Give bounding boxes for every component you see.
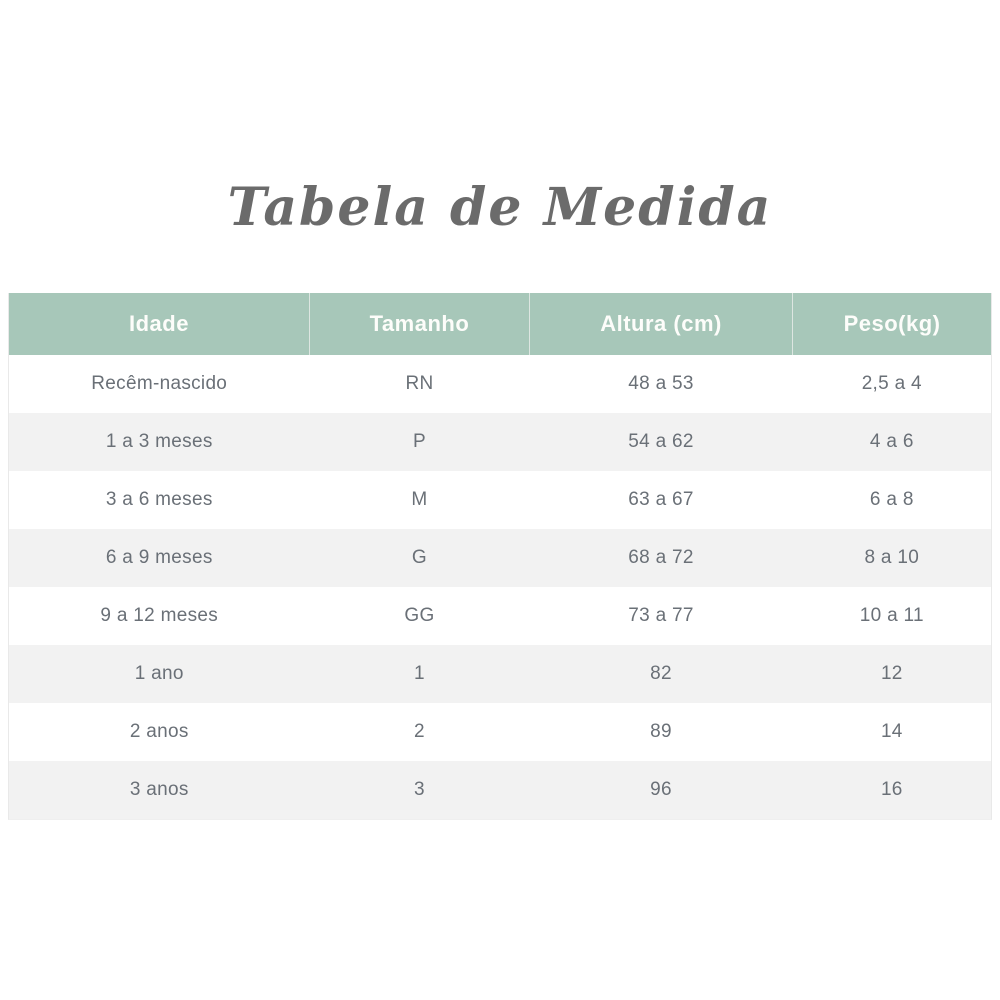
column-header: Altura (cm) <box>528 293 793 355</box>
page-title: Tabela de Medida <box>227 177 773 238</box>
column-header: Tamanho <box>308 293 530 355</box>
table-row: 9 a 12 meses GG 73 a 77 10 a 11 <box>9 587 991 645</box>
table-row: 6 a 9 meses G 68 a 72 8 a 10 <box>9 529 991 587</box>
table-cell: 2,5 a 4 <box>792 355 991 413</box>
table-row: 1 a 3 meses P 54 a 62 4 a 6 <box>9 413 991 471</box>
table-cell: 2 anos <box>9 703 310 761</box>
table-cell: 8 a 10 <box>792 529 991 587</box>
table-cell: 89 <box>529 703 793 761</box>
table-row: 2 anos 2 89 14 <box>9 703 991 761</box>
table-cell: 2 <box>309 703 530 761</box>
table-cell: GG <box>309 587 530 645</box>
table-cell: G <box>309 529 530 587</box>
table-cell: 54 a 62 <box>529 413 793 471</box>
table-cell: 9 a 12 meses <box>9 587 310 645</box>
table-cell: P <box>309 413 530 471</box>
table-row: 3 a 6 meses M 63 a 67 6 a 8 <box>9 471 991 529</box>
table-cell: 1 ano <box>9 645 310 703</box>
table-cell: RN <box>309 355 530 413</box>
table-cell: 3 a 6 meses <box>9 471 310 529</box>
table-row: 1 ano 1 82 12 <box>9 645 991 703</box>
table-cell: 3 <box>309 761 530 819</box>
table-cell: 4 a 6 <box>792 413 991 471</box>
table-cell: 73 a 77 <box>529 587 793 645</box>
table-row: Recêm-nascido RN 48 a 53 2,5 a 4 <box>9 355 991 413</box>
table-cell: 6 a 8 <box>792 471 991 529</box>
table-cell: Recêm-nascido <box>9 355 310 413</box>
table-cell: 68 a 72 <box>529 529 793 587</box>
size-table-container: Idade Tamanho Altura (cm) Peso(kg) Recêm-na… <box>8 293 992 820</box>
table-cell: 48 a 53 <box>529 355 793 413</box>
table-cell: 12 <box>792 645 991 703</box>
table-cell: 82 <box>529 645 793 703</box>
size-table: Idade Tamanho Altura (cm) Peso(kg) Recêm-na… <box>9 293 991 819</box>
header-row: Idade Tamanho Altura (cm) Peso(kg) <box>9 293 991 355</box>
table-cell: 1 a 3 meses <box>9 413 310 471</box>
size-table-header: Idade Tamanho Altura (cm) Peso(kg) <box>9 293 991 355</box>
table-cell: M <box>309 471 530 529</box>
table-row: 3 anos 3 96 16 <box>9 761 991 819</box>
table-cell: 6 a 9 meses <box>9 529 310 587</box>
table-cell: 16 <box>792 761 991 819</box>
table-cell: 10 a 11 <box>792 587 991 645</box>
table-cell: 3 anos <box>9 761 310 819</box>
column-header: Peso(kg) <box>792 293 991 355</box>
column-header: Idade <box>9 293 310 355</box>
table-cell: 14 <box>792 703 991 761</box>
table-cell: 96 <box>529 761 793 819</box>
table-cell: 63 a 67 <box>529 471 793 529</box>
table-cell: 1 <box>309 645 530 703</box>
